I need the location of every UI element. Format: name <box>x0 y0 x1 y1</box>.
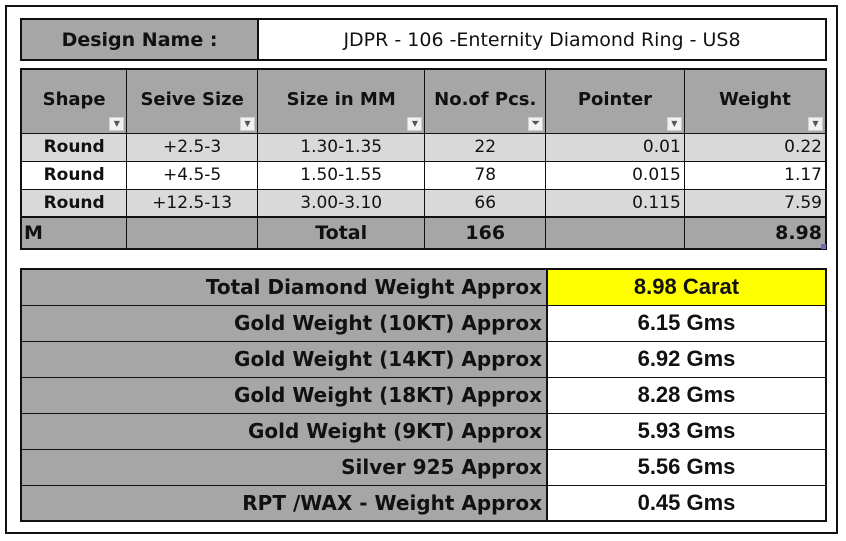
filter-dropdown-icon[interactable]: ▼ <box>109 116 125 131</box>
total-row: M Total 166 8.98 <box>20 216 827 250</box>
column-header-no-of-pcs: No.of Pcs. ⏷ <box>424 68 547 134</box>
cell-seive-size: +2.5-3 <box>126 132 258 162</box>
cell-pointer: 0.015 <box>545 160 685 190</box>
stone-details-table: Shape ▼ Seive Size ▼ Size in MM ▼ No.of Pcs… <box>20 68 827 250</box>
cell-shape: Round <box>20 132 128 162</box>
summary-value: 5.93 Gms <box>546 412 827 450</box>
table-header-row: Shape ▼ Seive Size ▼ Size in MM ▼ No.of Pcs… <box>20 68 827 134</box>
summary-label: RPT /WAX - Weight Approx <box>20 484 548 522</box>
weight-summary-table: Total Diamond Weight Approx 8.98 Carat G… <box>20 268 827 522</box>
cell-pcs: 22 <box>424 132 547 162</box>
total-weight[interactable]: 8.98 <box>683 216 827 250</box>
total-label: Total <box>256 216 426 250</box>
cell-shape: Round <box>20 160 128 190</box>
cell-weight: 7.59 <box>683 188 827 218</box>
filter-active-icon[interactable]: ⏷ <box>528 116 544 131</box>
summary-row: Gold Weight (14KT) Approx 6.92 Gms <box>20 340 827 378</box>
cell-pcs: 66 <box>424 188 547 218</box>
total-row-empty-cell <box>545 216 685 250</box>
summary-row: RPT /WAX - Weight Approx 0.45 Gms <box>20 484 827 522</box>
column-header-weight: Weight ▼ <box>683 68 827 134</box>
column-header-pointer: Pointer ▼ <box>545 68 685 134</box>
column-header-size-in-mm: Size in MM ▼ <box>256 68 426 134</box>
summary-label: Gold Weight (9KT) Approx <box>20 412 548 450</box>
summary-value: 5.56 Gms <box>546 448 827 486</box>
cell-size-mm: 3.00-3.10 <box>256 188 426 218</box>
table-row: Round +4.5-5 1.50-1.55 78 0.015 1.17 <box>20 160 827 190</box>
summary-value: 6.15 Gms <box>546 304 827 342</box>
summary-label: Silver 925 Approx <box>20 448 548 486</box>
cell-pcs: 78 <box>424 160 547 190</box>
table-row: Round +12.5-13 3.00-3.10 66 0.115 7.59 <box>20 188 827 218</box>
summary-row: Gold Weight (10KT) Approx 6.15 Gms <box>20 304 827 342</box>
filter-dropdown-icon[interactable]: ▼ <box>407 116 423 131</box>
total-row-marker: M <box>20 216 128 250</box>
summary-row: Total Diamond Weight Approx 8.98 Carat <box>20 268 827 306</box>
cell-weight: 0.22 <box>683 132 827 162</box>
fill-handle[interactable] <box>821 244 826 249</box>
summary-label: Total Diamond Weight Approx <box>20 268 548 306</box>
design-name-value: JDPR - 106 -Enternity Diamond Ring - US8 <box>257 18 827 61</box>
cell-weight: 1.17 <box>683 160 827 190</box>
summary-row: Silver 925 Approx 5.56 Gms <box>20 448 827 486</box>
column-header-shape: Shape ▼ <box>20 68 128 134</box>
summary-value-diamond-weight: 8.98 Carat <box>546 268 827 306</box>
filter-dropdown-icon[interactable]: ▼ <box>239 116 255 131</box>
design-name-label: Design Name : <box>20 18 258 61</box>
filter-dropdown-icon[interactable]: ▼ <box>808 116 823 131</box>
cell-size-mm: 1.30-1.35 <box>256 132 426 162</box>
filter-dropdown-icon[interactable]: ▼ <box>666 116 682 131</box>
cell-shape: Round <box>20 188 128 218</box>
total-row-empty-cell <box>126 216 258 250</box>
summary-value: 0.45 Gms <box>546 484 827 522</box>
cell-pointer: 0.01 <box>545 132 685 162</box>
table-row: Round +2.5-3 1.30-1.35 22 0.01 0.22 <box>20 132 827 162</box>
summary-label: Gold Weight (14KT) Approx <box>20 340 548 378</box>
cell-seive-size: +12.5-13 <box>126 188 258 218</box>
summary-label: Gold Weight (10KT) Approx <box>20 304 548 342</box>
cell-pointer: 0.115 <box>545 188 685 218</box>
cell-size-mm: 1.50-1.55 <box>256 160 426 190</box>
summary-value: 8.28 Gms <box>546 376 827 414</box>
summary-row: Gold Weight (18KT) Approx 8.28 Gms <box>20 376 827 414</box>
summary-row: Gold Weight (9KT) Approx 5.93 Gms <box>20 412 827 450</box>
cell-seive-size: +4.5-5 <box>126 160 258 190</box>
column-header-seive-size: Seive Size ▼ <box>126 68 258 134</box>
total-pcs: 166 <box>424 216 547 250</box>
summary-value: 6.92 Gms <box>546 340 827 378</box>
summary-label: Gold Weight (18KT) Approx <box>20 376 548 414</box>
